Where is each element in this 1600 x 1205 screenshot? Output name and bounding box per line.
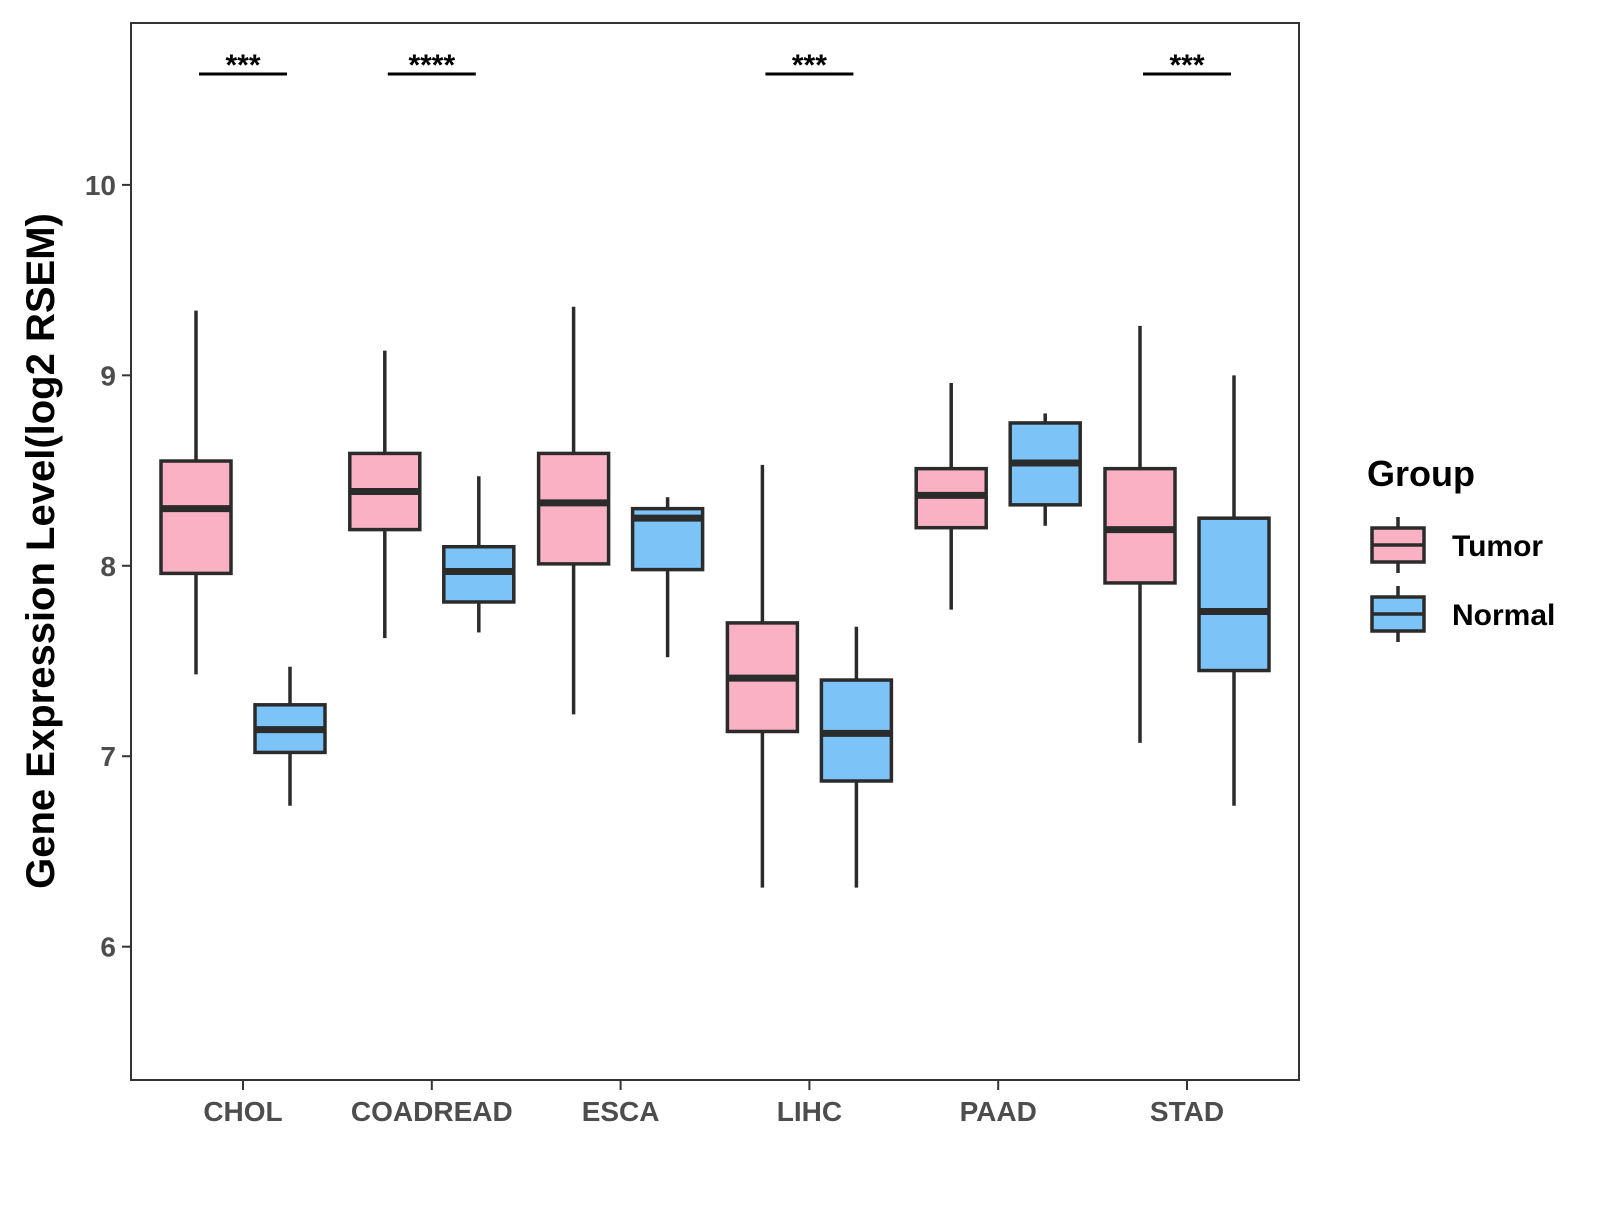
axis-layer: 6 7 8 9 10 CHOL COADREAD ESCA LIHC PAAD STAD — [85, 170, 1224, 1127]
box-esca-normal — [630, 497, 705, 658]
y-tick-label-8: 8 — [100, 551, 116, 582]
box-coadread-tumor — [348, 350, 422, 639]
legend-label-normal: Normal — [1452, 599, 1555, 632]
legend-item-tumor: Tumor — [1370, 517, 1543, 573]
legend: Group Tumor Normal — [1367, 453, 1555, 642]
box-body-stad-tumor — [1103, 466, 1177, 585]
x-tick-label-lihc: LIHC — [777, 1096, 842, 1127]
box-body-esca-tumor — [536, 451, 611, 566]
legend-title: Group — [1367, 453, 1475, 494]
box-coadread-normal — [442, 476, 516, 633]
legend-label-tumor: Tumor — [1452, 530, 1543, 563]
x-tick-label-chol: CHOL — [203, 1096, 282, 1127]
box-chol-normal — [253, 666, 327, 806]
y-tick-label-7: 7 — [100, 741, 116, 772]
box-stad-tumor — [1103, 325, 1177, 743]
significance-label-lihc: *** — [792, 49, 827, 82]
x-tick-label-stad: STAD — [1150, 1096, 1224, 1127]
x-tick-label-coadread: COADREAD — [351, 1096, 513, 1127]
y-tick-label-10: 10 — [85, 170, 116, 201]
box-lihc-tumor — [725, 464, 800, 888]
box-body-chol-tumor — [159, 459, 233, 576]
box-lihc-normal — [819, 626, 894, 888]
box-stad-normal — [1197, 375, 1271, 806]
y-axis-title: Gene Expression Level(log2 RSEM) — [19, 213, 63, 889]
x-tick-label-paad: PAAD — [960, 1096, 1037, 1127]
box-paad-normal — [1008, 413, 1082, 526]
box-body-stad-normal — [1197, 516, 1271, 673]
box-paad-tumor — [914, 382, 988, 610]
plot-panel-border — [130, 22, 1300, 1081]
significance-label-chol: *** — [225, 49, 260, 82]
legend-item-normal: Normal — [1370, 586, 1555, 642]
box-chol-tumor — [159, 310, 233, 675]
significance-label-coadread: **** — [408, 49, 455, 82]
x-tick-label-esca: ESCA — [582, 1096, 660, 1127]
box-esca-tumor — [536, 306, 611, 715]
significance-label-stad: *** — [1169, 49, 1204, 82]
y-tick-label-6: 6 — [100, 932, 116, 963]
plot-layer: *** **** *** *** — [159, 49, 1271, 888]
y-tick-label-9: 9 — [100, 360, 116, 391]
